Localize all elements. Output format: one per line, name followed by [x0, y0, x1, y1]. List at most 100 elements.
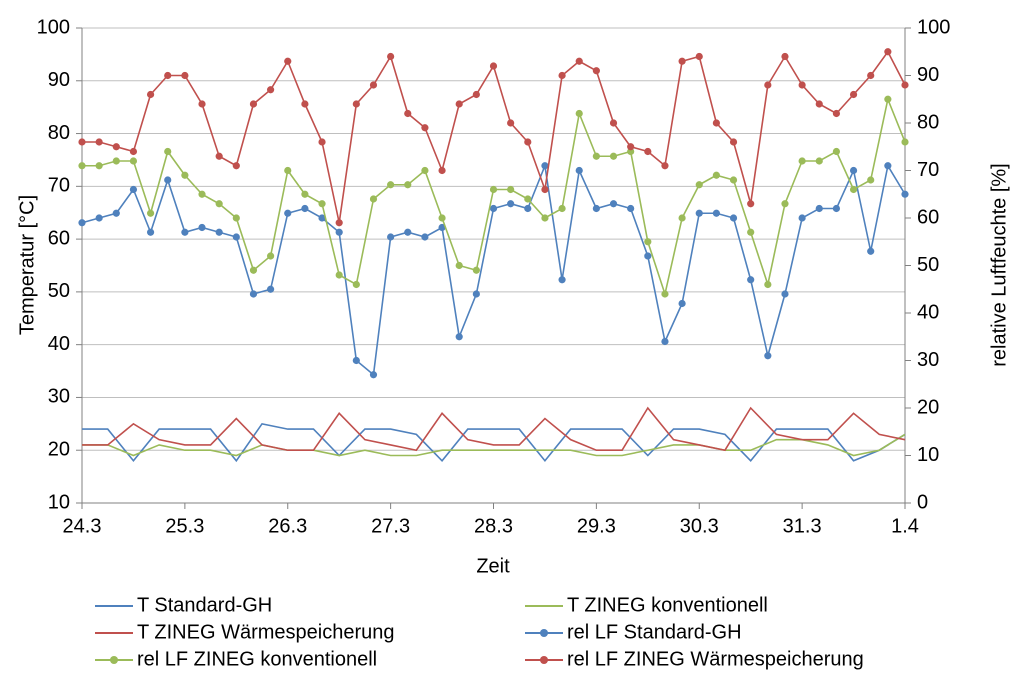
y-tick-label: 50 [48, 280, 70, 302]
data-point [489, 185, 498, 194]
data-point [215, 200, 223, 208]
data-point [747, 228, 755, 236]
data-point [524, 204, 532, 213]
x-tick-label: 27.3 [371, 515, 410, 537]
y-tick-label: 70 [48, 175, 70, 197]
data-point [335, 271, 343, 279]
x-tick-label: 29.3 [577, 515, 616, 537]
data-point [284, 166, 292, 175]
data-point [747, 200, 755, 208]
x-tick-label: 26.3 [268, 515, 307, 537]
data-point [507, 185, 515, 194]
y-tick-label: 40 [48, 333, 70, 355]
y-tick-label: 80 [48, 122, 70, 144]
x-tick-label: 28.3 [474, 515, 513, 537]
data-point [867, 176, 875, 184]
data-point [678, 299, 686, 308]
x-tick-label: 25.3 [165, 515, 204, 537]
data-point [318, 138, 326, 146]
data-point [369, 195, 378, 203]
data-point [832, 204, 841, 213]
x-tick-label: 31.3 [783, 515, 822, 537]
data-point [421, 166, 429, 175]
data-point [404, 228, 412, 236]
data-point [867, 247, 875, 255]
data-point [301, 100, 309, 108]
data-point [112, 157, 120, 165]
data-point [832, 147, 841, 156]
y2-tick-label: 0 [917, 491, 928, 513]
data-point [249, 100, 258, 108]
data-point [729, 138, 738, 146]
data-point [678, 57, 686, 65]
data-point [901, 138, 909, 146]
data-point [164, 71, 172, 80]
data-point [387, 52, 395, 61]
data-point [78, 138, 86, 146]
data-point [712, 119, 720, 127]
data-point [455, 100, 463, 108]
y2-tick-label: 100 [917, 16, 950, 38]
data-point [164, 147, 172, 156]
y2-tick-label: 60 [917, 206, 939, 228]
data-point [95, 138, 103, 146]
data-point [507, 119, 515, 127]
y2-tick-label: 10 [917, 444, 939, 466]
data-point [661, 337, 669, 346]
data-point [867, 71, 875, 80]
series-line [82, 433, 906, 457]
legend-label: rel LF ZINEG konventionell [137, 648, 377, 670]
legend-label: T ZINEG konventionell [567, 594, 768, 616]
data-point [318, 214, 326, 222]
x-tick-label: 24.3 [63, 515, 102, 537]
data-point [695, 181, 703, 189]
data-point [146, 90, 155, 99]
data-point [832, 109, 841, 118]
data-point [146, 228, 155, 236]
data-point [747, 276, 755, 284]
y2-tick-label: 40 [917, 301, 939, 323]
data-point [95, 162, 103, 170]
data-point [781, 52, 789, 61]
data-point [781, 290, 789, 298]
data-point [267, 252, 275, 260]
data-point [232, 214, 240, 222]
data-point [712, 171, 720, 179]
data-point [558, 276, 566, 284]
data-point [404, 109, 412, 118]
y-tick-label: 60 [48, 227, 70, 249]
data-point [609, 152, 618, 160]
data-point [489, 204, 498, 213]
data-point [644, 252, 652, 260]
legend-label: T ZINEG Wärmespeicherung [137, 621, 395, 643]
y-tick-label: 90 [48, 69, 70, 91]
data-point [849, 166, 858, 175]
data-point [387, 233, 395, 241]
data-point [198, 100, 206, 108]
data-point [575, 109, 583, 118]
data-point [627, 143, 635, 151]
data-point [695, 209, 703, 217]
data-point [112, 209, 120, 217]
data-point [541, 162, 549, 170]
data-point [164, 176, 172, 184]
data-point [181, 171, 189, 179]
data-point [541, 214, 549, 222]
legend-label: rel LF Standard-GH [567, 621, 742, 643]
data-point [798, 157, 806, 165]
data-point [901, 190, 909, 198]
data-point [249, 266, 258, 274]
data-point [764, 280, 772, 289]
data-point [815, 204, 823, 213]
data-point [369, 371, 378, 379]
data-point [592, 152, 600, 160]
data-point [78, 162, 86, 170]
data-point [627, 204, 635, 213]
y2-tick-label: 30 [917, 349, 939, 371]
legend-label: rel LF ZINEG Wärmespeicherung [567, 648, 864, 670]
legend-marker [540, 629, 548, 637]
y-tick-label: 30 [48, 386, 70, 408]
legend-marker [540, 656, 548, 664]
data-point [815, 157, 823, 165]
data-point [764, 81, 772, 89]
